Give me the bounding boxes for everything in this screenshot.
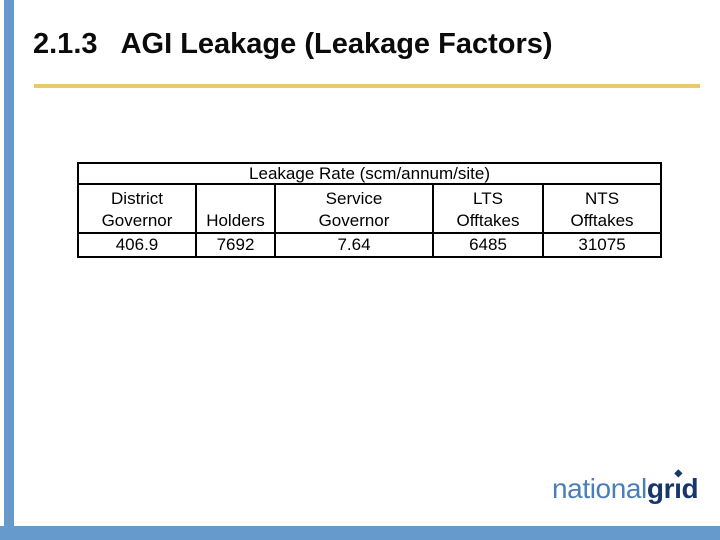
logo-i-diamond-icon: ◆ [674, 468, 683, 479]
title-underline-rule [34, 84, 700, 88]
logo-grid-text: grıd ◆ [646, 469, 699, 505]
header-service-governor: Service Governor [274, 183, 434, 234]
left-accent-stripe [4, 0, 14, 540]
header-holders: Holders [195, 183, 276, 234]
table-row-merged-header: Leakage Rate (scm/annum/site) [76, 162, 663, 185]
merged-header-cell: Leakage Rate (scm/annum/site) [76, 162, 663, 185]
nationalgrid-logo: nationalgrıd ◆ [552, 469, 699, 506]
logo-grid-post: d [681, 473, 699, 504]
value-nts-offtakes: 31075 [541, 232, 663, 258]
logo-grid-pre: gr [646, 473, 675, 504]
header-district-governor: District Governor [77, 183, 197, 234]
header-nts-offtakes: NTS Offtakes [541, 183, 663, 234]
value-service-governor: 7.64 [274, 232, 434, 258]
slide-title: 2.1.3 AGI Leakage (Leakage Factors) [33, 28, 553, 60]
bottom-accent-bar [0, 526, 720, 540]
value-holders: 7692 [195, 232, 276, 258]
header-lts-offtakes: LTS Offtakes [432, 183, 544, 234]
value-lts-offtakes: 6485 [432, 232, 544, 258]
value-district-governor: 406.9 [77, 232, 197, 258]
leakage-factors-table: Leakage Rate (scm/annum/site) District G… [76, 162, 663, 258]
logo-grid-i: ı [674, 473, 682, 504]
table-row-column-headers: District Governor Holders Service Govern… [77, 183, 663, 234]
logo-national-text: national [552, 473, 647, 504]
table-row-values: 406.9 7692 7.64 6485 31075 [77, 232, 663, 258]
